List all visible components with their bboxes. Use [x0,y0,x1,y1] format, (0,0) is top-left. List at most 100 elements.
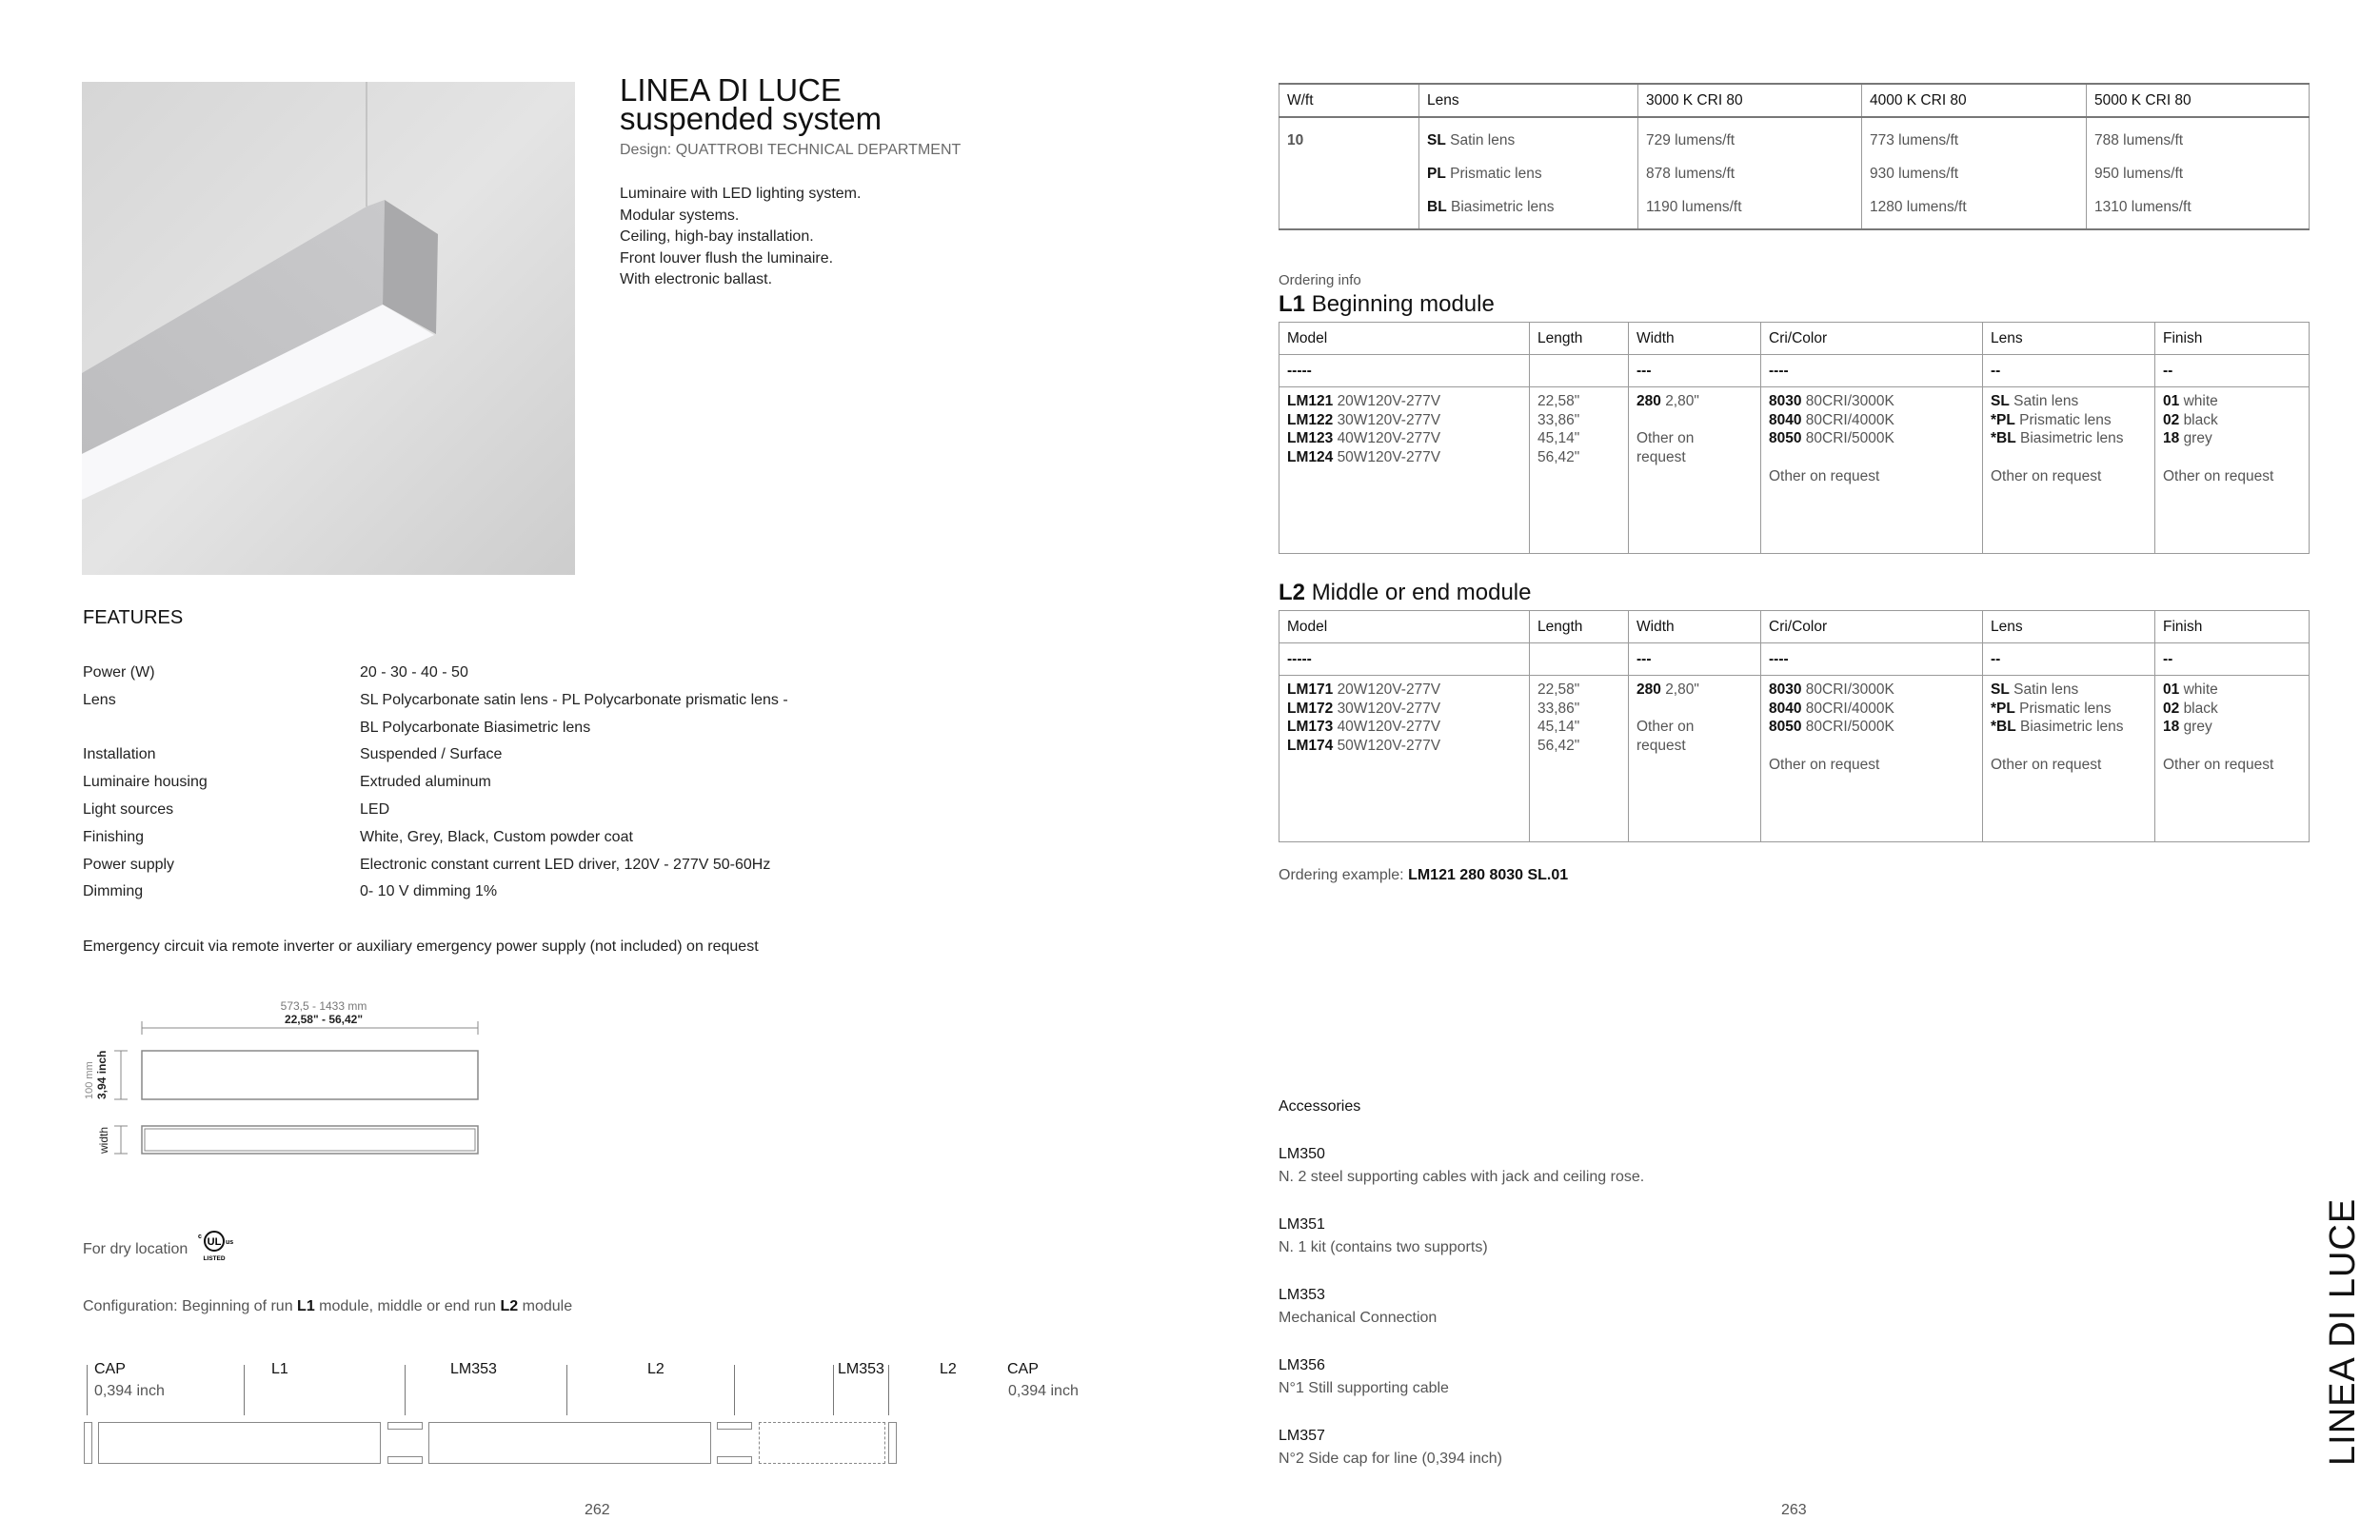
config-label-l2: L2 [647,1361,664,1377]
divider [566,1365,567,1415]
feature-value: SL Polycarbonate satin lens - PL Polycar… [360,691,788,708]
title-line-1: LINEA DI LUCE [620,72,842,108]
ordering-example-value: LM121 280 8030 SL.01 [1408,867,1569,883]
configuration-note: Configuration: Beginning of run L1 modul… [83,1298,572,1315]
product-description: Luminaire with LED lighting system. Modu… [620,184,861,291]
finish: 01 white [2163,392,2301,411]
color: 8030 80CRI/3000K [1769,392,1974,411]
model: LM123 40W120V-277V [1287,429,1521,448]
connector-shape [717,1456,752,1464]
column-header: Finish [2154,610,2310,643]
config-l2: L2 [500,1298,519,1314]
l2-ordering-table: Model Length Width Cri/Color Lens Finish -----… [1279,610,2310,842]
color-text: 80CRI/5000K [1805,430,1894,447]
model: LM124 50W120V-277V [1287,448,1521,467]
color-cell: 8030 80CRI/3000K 8040 80CRI/4000K 8050 80C… [1760,675,1983,842]
accessories-heading: Accessories [1279,1098,1361,1115]
finish: 18 grey [2163,718,2301,737]
table-row: LM171 20W120V-277V LM172 30W120V-277V LM17… [1279,675,2310,842]
feature-value: Extruded aluminum [360,774,491,791]
length-value: 56,42" [1537,449,1580,466]
lens-option: SL Satin lens [1427,124,1630,157]
lens-code: *PL [1991,411,2015,428]
config-text: module, middle or end run [314,1298,501,1314]
column-header: Model [1279,610,1530,643]
header-row: Model Length Width Cri/Color Lens Finish [1279,322,2310,355]
finish-text: black [2183,411,2218,428]
color-text: 80CRI/5000K [1805,719,1894,736]
model-code: LM121 [1287,393,1334,409]
model: LM171 20W120V-277V [1287,681,1521,700]
color: 8050 80CRI/5000K [1769,429,1974,448]
lens-code: BL [1427,199,1447,215]
finish-cell: 01 white 02 black 18 grey Other on request [2154,386,2310,554]
width-other: Other on request [1636,719,1695,755]
accessory-desc: Mechanical Connection [1279,1310,1438,1326]
code-placeholder: --- [1628,354,1761,387]
design-credit: Design: QUATTROBI TECHNICAL DEPARTMENT [620,142,962,158]
svg-text:us: us [226,1239,233,1246]
length-value: 33,86" [1537,411,1580,428]
lumens-value: 1310 lumens/ft [2094,199,2192,215]
lumens-value: 950 lumens/ft [2094,166,2184,182]
lens-name: Satin lens [1450,132,1516,148]
feature-label: Installation [83,746,156,763]
column-header: Cri/Color [1760,610,1983,643]
config-label-l1: L1 [271,1361,288,1377]
width-code: 280 [1636,393,1661,409]
page-number: 262 [585,1502,610,1518]
lumens-value: 878 lumens/ft [1646,166,1735,182]
model-text: 30W120V-277V [1337,411,1441,428]
side-title-text: LINEA DI LUCE [2323,1197,2363,1466]
description-line: With electronic ballast. [620,271,773,288]
column-header: 5000 K CRI 80 [2086,83,2310,118]
feature-label: Dimming [83,883,144,900]
finish: 02 black [2163,700,2301,719]
model: LM121 20W120V-277V [1287,392,1521,411]
color: 8040 80CRI/4000K [1769,411,1974,430]
lens-text: Satin lens [2013,681,2079,698]
finish-code: 01 [2163,681,2180,698]
code-placeholder-row: ----- --- ---- -- -- [1279,354,2310,387]
other-on-request: Other on request [1991,756,2102,773]
config-l1: L1 [297,1298,315,1314]
lens-option: BL Biasimetric lens [1427,190,1630,224]
finish-cell: 01 white 02 black 18 grey Other on request [2154,675,2310,842]
lens-text: Prismatic lens [2019,411,2112,428]
other-on-request: Other on request [1991,467,2102,484]
finish: 02 black [2163,411,2301,430]
lens-code: SL [1427,132,1446,148]
code-placeholder: -- [1982,642,2155,676]
model: LM172 30W120V-277V [1287,700,1521,719]
header-row: Model Length Width Cri/Color Lens Finish [1279,610,2310,643]
column-header: Cri/Color [1760,322,1983,355]
lumens-value: 773 lumens/ft [1870,132,1959,148]
width-text: 2,80" [1665,393,1699,409]
model-text: 50W120V-277V [1337,738,1441,755]
lens-text: Biasimetric lens [2020,430,2124,447]
column-header: 3000 K CRI 80 [1637,83,1862,118]
model-code: LM124 [1287,449,1334,466]
lumens-cell: 773 lumens/ft 930 lumens/ft 1280 lumens/ft [1861,116,2087,230]
connector-shape [387,1422,423,1430]
feature-value: White, Grey, Black, Custom powder coat [360,828,633,845]
column-header: W/ft [1279,83,1419,118]
accessory-code: LM351 [1279,1216,1325,1233]
lens-code: *BL [1991,430,2016,447]
length-value: 22,58" [1537,393,1580,409]
column-header: 4000 K CRI 80 [1861,83,2087,118]
lens: *BL Biasimetric lens [1991,429,2147,448]
finish-code: 01 [2163,393,2180,409]
cap-shape [888,1422,897,1464]
svg-text:LISTED: LISTED [203,1255,225,1262]
finish-text: white [2183,393,2218,409]
model-text: 20W120V-277V [1337,393,1441,409]
module-title: Middle or end module [1311,580,1532,605]
feature-label: Lens [83,691,116,708]
side-title: LINEA DI LUCE [2323,1198,2380,1466]
color-code: 8050 [1769,430,1802,447]
lens-code: SL [1991,681,2010,698]
config-label-cap: CAP [94,1361,126,1377]
height-mm: 100 mm [84,1061,95,1099]
feature-label: Finishing [83,828,145,845]
